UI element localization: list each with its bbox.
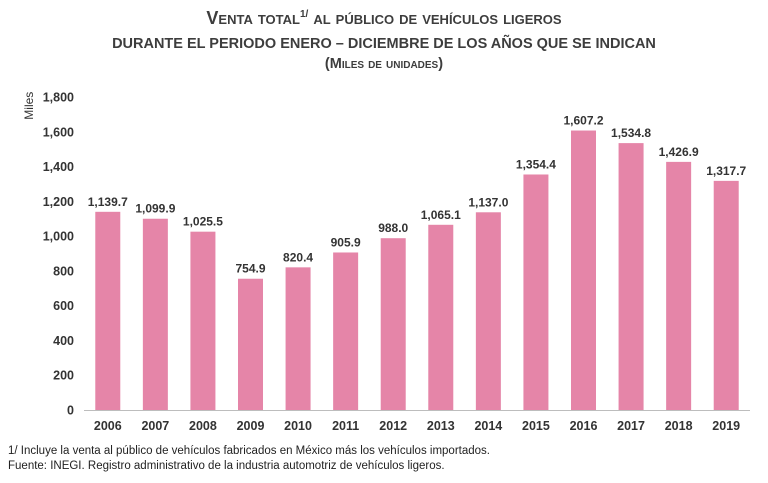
data-label: 1,317.7 xyxy=(706,164,746,178)
x-tick-label: 2016 xyxy=(570,419,598,433)
chart-subtitle: DURANTE EL PERIODO ENERO – DICIEMBRE DE … xyxy=(112,36,656,52)
bar xyxy=(95,211,121,410)
footnote: 1/ Incluye la venta al público de vehícu… xyxy=(8,445,490,457)
x-tick-label: 2019 xyxy=(712,419,740,433)
data-label: 1,607.2 xyxy=(563,114,603,128)
chart-units: (Miles de unidades) xyxy=(324,56,444,72)
bar xyxy=(571,130,596,411)
x-tick-label: 2010 xyxy=(284,419,312,433)
y-tick-label: 600 xyxy=(53,299,74,313)
x-tick-label: 2008 xyxy=(189,419,217,433)
y-tick-label: 200 xyxy=(53,369,74,383)
bar xyxy=(333,252,359,410)
x-tick-label: 2011 xyxy=(332,419,359,433)
data-label: 1,099.9 xyxy=(135,202,175,216)
source-note: Fuente: INEGI. Registro administrativo d… xyxy=(8,460,445,472)
y-tick-label: 1,400 xyxy=(43,160,74,174)
x-tick-label: 2012 xyxy=(379,419,407,433)
x-tick-label: 2006 xyxy=(94,419,122,433)
bar xyxy=(618,143,644,410)
data-label: 1,534.8 xyxy=(611,126,651,140)
bar xyxy=(142,218,168,410)
bar xyxy=(523,174,549,410)
x-tick-label: 2018 xyxy=(665,419,693,433)
chart-title-rest: al público de vehículos ligeros xyxy=(308,8,562,28)
bar xyxy=(190,231,216,410)
data-label: 1,065.1 xyxy=(421,208,461,222)
x-tick-label: 2014 xyxy=(474,419,502,433)
y-tick-label: 800 xyxy=(53,264,74,278)
x-tick-label: 2013 xyxy=(427,419,455,433)
data-label: 905.9 xyxy=(331,235,361,249)
x-tick-label: 2015 xyxy=(522,419,550,433)
x-tick-label: 2009 xyxy=(237,419,265,433)
data-label: 754.9 xyxy=(235,262,265,276)
bar xyxy=(428,224,454,410)
data-label: 1,137.0 xyxy=(468,195,508,209)
y-axis-label: Miles xyxy=(22,92,36,120)
y-tick-label: 1,800 xyxy=(43,91,74,105)
data-label: 1,025.5 xyxy=(183,215,223,229)
y-tick-label: 1,200 xyxy=(43,195,74,209)
y-tick-label: 400 xyxy=(53,334,74,348)
chart-title-footnote-ref: 1/ xyxy=(299,9,309,20)
bar xyxy=(475,212,501,410)
chart-axes: 0 200 400 600 800 1,000 1,200 1,400 1,600 1,800 Mi… xyxy=(22,91,750,418)
y-tick-label: 1,600 xyxy=(43,125,74,139)
bar xyxy=(666,161,692,410)
data-label: 1,426.9 xyxy=(659,145,699,159)
x-tick-label: 2007 xyxy=(141,419,169,433)
chart-bars xyxy=(95,130,739,411)
data-label: 1,139.7 xyxy=(88,195,128,209)
chart-labels: 1,139.7 2006 1,099.9 2007 1,025.5 2008 754.9 20… xyxy=(88,114,747,433)
bar xyxy=(713,180,739,410)
bar xyxy=(285,267,311,410)
bar xyxy=(238,278,263,410)
data-label: 820.4 xyxy=(283,250,313,264)
data-label: 1,354.4 xyxy=(516,157,556,171)
y-tick-label: 0 xyxy=(67,404,74,418)
y-tick-label: 1,000 xyxy=(43,230,74,244)
chart-title-main: Venta total xyxy=(206,8,300,28)
bar xyxy=(380,238,406,410)
data-label: 988.0 xyxy=(378,221,408,235)
chart-title: Venta total1/ al público de vehículos li… xyxy=(0,8,768,29)
x-tick-label: 2017 xyxy=(617,419,645,433)
